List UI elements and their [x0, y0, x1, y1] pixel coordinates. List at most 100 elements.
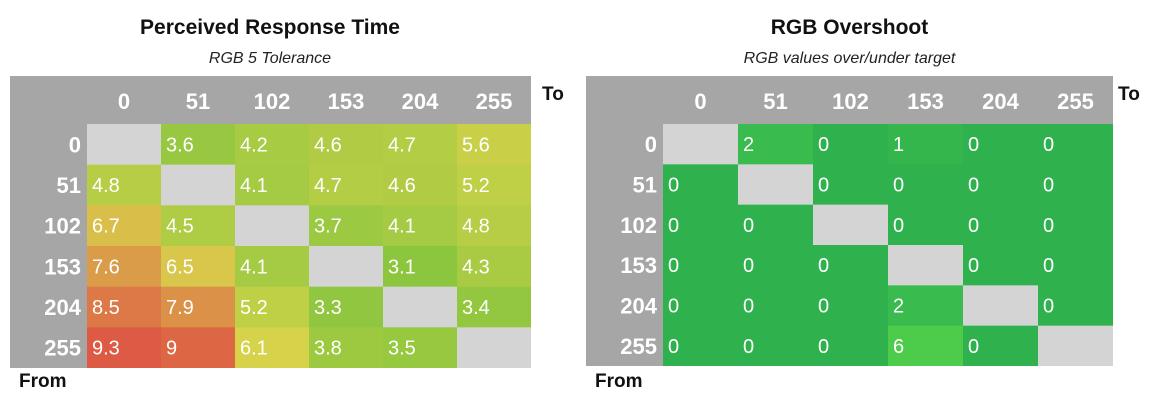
- heatmap-cell: [1038, 124, 1113, 165]
- heatmap-cell: [235, 164, 310, 206]
- chart-title: Perceived Response Time: [140, 16, 400, 39]
- cell-value-label: 0: [743, 215, 754, 237]
- column-tick-label: 0: [694, 89, 706, 114]
- heatmap-cell: [888, 124, 964, 165]
- cell-value-label: 0: [1043, 296, 1054, 318]
- heatmap-cell: [457, 164, 531, 206]
- heatmap-cell: [1038, 285, 1113, 327]
- row-tick-label: 255: [44, 336, 81, 361]
- heatmap-cell: [87, 327, 162, 368]
- row-tick-label: 255: [620, 334, 657, 359]
- response-time-heatmap: 0 51 102 153 204 255 0 51 102 153 204 255 3.6 4.2 4.6 4…: [10, 76, 531, 368]
- cell-value-label: 4.8: [462, 216, 490, 238]
- cell-value-label: 9.3: [92, 338, 120, 360]
- heatmap-cell: [87, 286, 162, 328]
- row-tick-label: 153: [44, 254, 81, 279]
- row-tick-label: 0: [645, 132, 657, 157]
- empty-cell: [235, 205, 310, 247]
- heatmap-cell: [738, 325, 814, 366]
- heatmap-cell: [235, 327, 310, 368]
- heatmap-cell: [888, 285, 964, 327]
- cell-value-label: 2: [893, 296, 904, 318]
- row-tick-label: 51: [57, 173, 81, 198]
- cell-value-label: 3.7: [314, 216, 342, 238]
- heatmap-cell: [963, 164, 1039, 206]
- column-tick-label: 255: [1057, 89, 1094, 114]
- column-tick-label: 153: [328, 89, 365, 114]
- cell-value-label: 6.7: [92, 216, 120, 238]
- cell-value-label: 0: [893, 215, 904, 237]
- cell-value-label: 6.5: [166, 256, 194, 278]
- empty-cell: [813, 204, 889, 246]
- heatmap-cell: [813, 164, 889, 206]
- heatmap-cell: [383, 164, 458, 206]
- heatmap-cell: [309, 164, 384, 206]
- cell-value-label: 6: [893, 336, 904, 358]
- empty-cell: [161, 164, 236, 206]
- cell-value-label: 0: [1043, 255, 1054, 277]
- cell-value-label: 0: [743, 255, 754, 277]
- cell-value-label: 0: [818, 134, 829, 156]
- cell-value-label: 0: [968, 175, 979, 197]
- cell-value-label: 0: [1043, 175, 1054, 197]
- heatmap-cell: [309, 327, 384, 368]
- cell-value-label: 0: [668, 336, 679, 358]
- cell-value-label: 7.9: [166, 297, 194, 319]
- chart-subtitle: RGB values over/under target: [743, 50, 956, 67]
- heatmap-cell: [383, 246, 458, 288]
- heatmap-cell: [813, 124, 889, 165]
- cell-value-label: 0: [668, 296, 679, 318]
- cell-value-label: 0: [1043, 134, 1054, 156]
- column-tick-label: 51: [186, 89, 210, 114]
- heatmap-cell: [663, 204, 739, 246]
- cell-value-label: 0: [743, 336, 754, 358]
- empty-cell: [309, 246, 384, 288]
- row-header-band: [586, 76, 663, 366]
- row-tick-label: 102: [44, 214, 81, 239]
- cell-value-label: 0: [818, 296, 829, 318]
- row-tick-label: 204: [44, 295, 81, 320]
- column-tick-label: 204: [402, 89, 439, 114]
- cell-value-label: 0: [968, 336, 979, 358]
- heatmap-cell: [161, 246, 236, 288]
- row-tick-label: 204: [620, 294, 657, 319]
- heatmap-cell: [963, 325, 1039, 366]
- cell-value-label: 3.8: [314, 338, 342, 360]
- cell-value-label: 4.6: [388, 175, 416, 197]
- cell-value-label: 0: [668, 175, 679, 197]
- heatmap-cell: [963, 245, 1039, 286]
- row-tick-label: 0: [69, 132, 81, 157]
- heatmap-cell: [738, 285, 814, 327]
- heatmap-cell: [457, 246, 531, 288]
- cell-value-label: 6.1: [240, 338, 268, 360]
- heatmap-cell: [888, 164, 964, 206]
- cell-value-label: 2: [743, 134, 754, 156]
- heatmap-cell: [309, 286, 384, 328]
- heatmap-cell: [161, 124, 236, 166]
- cell-value-label: 3.1: [388, 256, 416, 278]
- empty-cell: [383, 286, 458, 328]
- column-header-band: [586, 76, 1113, 124]
- cell-value-label: 4.7: [388, 134, 416, 156]
- cell-value-label: 4.1: [240, 256, 268, 278]
- cell-value-label: 0: [1043, 215, 1054, 237]
- heatmap-cell: [383, 327, 458, 368]
- cell-value-label: 8.5: [92, 297, 120, 319]
- row-tick-label: 51: [633, 173, 657, 198]
- heatmap-cell: [738, 204, 814, 246]
- cell-value-label: 0: [893, 175, 904, 197]
- heatmap-cell: [1038, 204, 1113, 246]
- heatmap-cell: [309, 124, 384, 166]
- heatmap-cell: [161, 286, 236, 328]
- heatmap-cell: [813, 285, 889, 327]
- chart-title: RGB Overshoot: [770, 16, 929, 39]
- column-tick-label: 102: [832, 89, 869, 114]
- heatmap-cell: [457, 286, 531, 328]
- empty-cell: [1038, 325, 1113, 366]
- column-tick-label: 255: [476, 89, 513, 114]
- heatmap-cell: [663, 285, 739, 327]
- empty-cell: [457, 327, 531, 368]
- heatmap-cell: [738, 124, 814, 165]
- heatmap-cell: [457, 124, 531, 166]
